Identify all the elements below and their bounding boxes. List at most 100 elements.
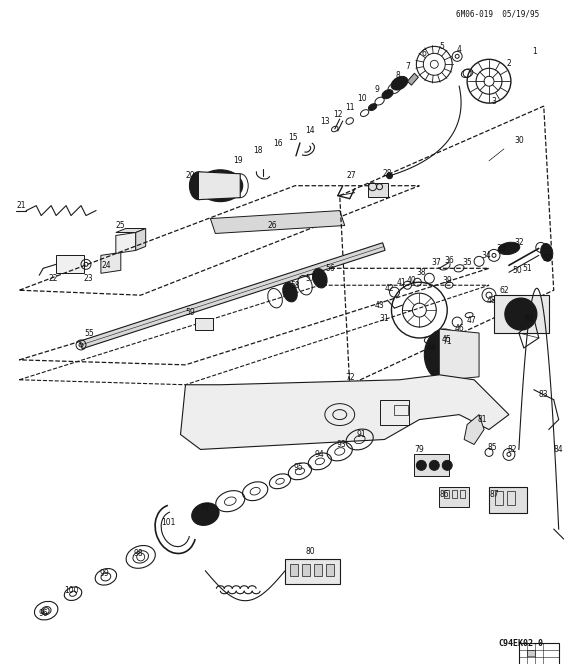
Text: 22: 22 xyxy=(48,274,58,283)
Text: 21: 21 xyxy=(17,201,26,210)
Bar xyxy=(519,643,559,666)
Polygon shape xyxy=(408,73,419,85)
Text: 10: 10 xyxy=(357,94,366,103)
Text: 42: 42 xyxy=(385,284,394,293)
Text: 56: 56 xyxy=(325,264,335,273)
Text: 35: 35 xyxy=(462,258,472,267)
Text: 39: 39 xyxy=(442,276,452,285)
Text: 61: 61 xyxy=(524,314,534,322)
Text: 46: 46 xyxy=(454,324,464,332)
Ellipse shape xyxy=(369,104,377,111)
Bar xyxy=(527,651,535,657)
Text: 28: 28 xyxy=(383,169,392,178)
Text: 9: 9 xyxy=(374,85,379,94)
Ellipse shape xyxy=(512,305,530,323)
Polygon shape xyxy=(80,242,385,349)
Text: 11: 11 xyxy=(345,103,354,112)
Bar xyxy=(302,564,310,576)
Bar xyxy=(507,492,515,505)
Text: 97: 97 xyxy=(201,503,210,511)
Ellipse shape xyxy=(424,329,464,381)
Circle shape xyxy=(430,460,439,470)
Text: 2: 2 xyxy=(507,59,511,68)
Text: 18: 18 xyxy=(254,147,263,155)
Polygon shape xyxy=(464,415,484,444)
Bar xyxy=(380,400,409,424)
Text: 98: 98 xyxy=(134,549,144,558)
Text: 33: 33 xyxy=(496,244,506,253)
Text: 82: 82 xyxy=(507,445,517,454)
Text: 36: 36 xyxy=(444,256,454,265)
Text: 91: 91 xyxy=(357,430,366,439)
Polygon shape xyxy=(181,375,509,450)
Text: 16: 16 xyxy=(273,139,283,149)
Text: 6: 6 xyxy=(422,49,427,58)
Text: 24: 24 xyxy=(101,261,111,270)
Text: 32: 32 xyxy=(514,238,524,247)
Text: 38: 38 xyxy=(416,268,426,277)
Bar xyxy=(367,182,388,196)
Text: 37: 37 xyxy=(431,258,441,267)
Text: 47: 47 xyxy=(466,316,476,324)
Text: 1: 1 xyxy=(532,47,537,56)
Ellipse shape xyxy=(382,90,393,99)
Ellipse shape xyxy=(540,244,553,261)
Bar xyxy=(415,454,449,476)
Text: 44: 44 xyxy=(427,344,436,352)
Text: 40: 40 xyxy=(407,276,416,285)
Text: 101: 101 xyxy=(162,517,176,527)
Text: 31: 31 xyxy=(380,314,389,322)
Bar xyxy=(196,318,213,330)
Bar xyxy=(56,255,84,273)
Bar xyxy=(290,564,298,576)
Text: 96: 96 xyxy=(39,609,48,618)
Text: 94: 94 xyxy=(315,450,325,459)
Text: 12: 12 xyxy=(333,110,343,119)
Bar xyxy=(394,405,408,415)
Text: 5: 5 xyxy=(440,42,444,51)
Circle shape xyxy=(386,172,393,178)
Text: 72: 72 xyxy=(345,373,355,382)
Bar xyxy=(494,295,549,333)
Bar xyxy=(495,492,503,505)
Text: 57: 57 xyxy=(305,274,315,283)
Polygon shape xyxy=(439,329,479,381)
Text: 7: 7 xyxy=(405,62,410,71)
Text: 25: 25 xyxy=(116,221,125,230)
Ellipse shape xyxy=(283,282,297,302)
Polygon shape xyxy=(198,172,240,200)
Bar xyxy=(439,488,469,507)
Polygon shape xyxy=(210,210,345,234)
Text: 79: 79 xyxy=(415,445,424,454)
Ellipse shape xyxy=(191,503,219,525)
Text: 48: 48 xyxy=(486,296,496,304)
Polygon shape xyxy=(136,228,145,250)
Text: 52: 52 xyxy=(542,254,551,263)
Text: 83: 83 xyxy=(539,390,549,399)
Bar xyxy=(314,564,322,576)
Polygon shape xyxy=(116,232,136,253)
Text: 93: 93 xyxy=(337,440,347,449)
Text: 80: 80 xyxy=(305,547,315,556)
Ellipse shape xyxy=(430,334,459,376)
Text: 34: 34 xyxy=(481,251,491,260)
Text: 71: 71 xyxy=(442,338,452,346)
Bar xyxy=(326,564,334,576)
Polygon shape xyxy=(116,228,145,232)
Text: 84: 84 xyxy=(554,445,564,454)
Text: 58: 58 xyxy=(290,281,300,290)
Ellipse shape xyxy=(498,242,520,254)
Ellipse shape xyxy=(313,268,327,288)
Text: 8: 8 xyxy=(395,71,400,80)
Text: 13: 13 xyxy=(320,117,329,125)
Text: 30: 30 xyxy=(514,137,524,145)
Text: 14: 14 xyxy=(305,127,315,135)
Text: 62: 62 xyxy=(499,286,509,295)
Text: 87: 87 xyxy=(489,490,499,499)
Text: 27: 27 xyxy=(347,171,356,180)
Text: 6M06-019  05/19/95: 6M06-019 05/19/95 xyxy=(455,9,539,19)
Text: 15: 15 xyxy=(288,133,298,143)
Text: 43: 43 xyxy=(375,300,385,310)
Text: 26: 26 xyxy=(267,221,277,230)
Text: 41: 41 xyxy=(397,278,407,287)
